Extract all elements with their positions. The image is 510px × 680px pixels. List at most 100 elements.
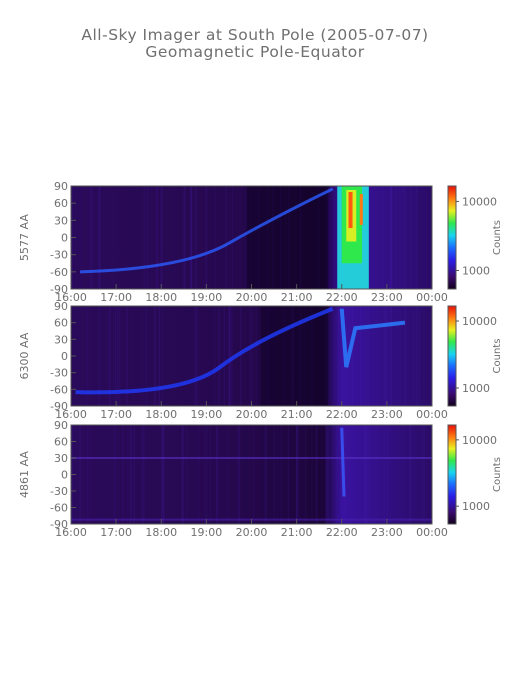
y-tick-label: -90: [50, 518, 68, 531]
heatmap-streak: [147, 186, 149, 289]
x-tick-label: 20:00: [236, 408, 268, 421]
heatmap-arc: [75, 306, 334, 395]
heatmap-streak: [360, 306, 362, 406]
heatmap-streak: [395, 306, 396, 406]
x-tick-label: 23:00: [371, 526, 403, 539]
heatmap-streak: [190, 186, 192, 289]
x-tick-label: 17:00: [100, 526, 132, 539]
x-tick-label: 21:00: [281, 291, 313, 304]
heatmap-streak: [115, 306, 116, 406]
heatmap-streak: [383, 306, 386, 406]
heatmap-streak: [389, 186, 392, 289]
heatmap-peak-red: [359, 194, 363, 225]
heatmap-streak: [361, 306, 363, 406]
heatmap-streak: [99, 186, 101, 289]
heatmap-streak: [305, 425, 307, 524]
heatmap-streak: [370, 425, 371, 524]
heatmap-streak: [115, 306, 116, 406]
heatmap-arc: [340, 427, 346, 497]
heatmap-streak: [206, 186, 208, 289]
heatmap-streak: [395, 186, 397, 289]
heatmap-streak: [387, 186, 389, 289]
heatmap-streak: [360, 306, 362, 406]
heatmap-streak: [415, 186, 418, 289]
y-tick-label: 90: [54, 419, 68, 432]
heatmap-streak: [413, 306, 416, 406]
heatmap-background: [71, 425, 432, 524]
heatmap-streak: [298, 306, 300, 406]
heatmap-streak: [374, 425, 376, 524]
heatmap-streak: [214, 306, 216, 406]
heatmap-streak: [110, 306, 111, 406]
heatmap-streak: [303, 425, 305, 524]
heatmap-streak: [249, 306, 251, 406]
heatmap-streak: [330, 306, 332, 406]
heatmap-streak: [126, 306, 128, 406]
colorbar: [448, 425, 456, 524]
heatmap-streak: [280, 425, 283, 524]
y-tick-label: 30: [54, 214, 68, 227]
heatmap-streak: [286, 306, 288, 406]
x-tick-label: 20:00: [236, 291, 268, 304]
x-tick-label: 22:00: [326, 291, 358, 304]
heatmap-streak: [156, 186, 159, 289]
heatmap-streak: [364, 425, 366, 524]
y-tick-label: -60: [50, 502, 68, 515]
heatmap-streak: [114, 425, 116, 524]
heatmap-streak: [126, 425, 128, 524]
x-tick-label: 00:00: [416, 526, 448, 539]
heatmap-streak: [145, 306, 147, 406]
heatmap-streak: [161, 306, 163, 406]
heatmap-streak: [216, 425, 218, 524]
heatmap-dark-region: [246, 186, 329, 289]
chart-title: All-Sky Imager at South Pole (2005-07-07…: [81, 26, 429, 44]
heatmap-streak: [132, 306, 134, 406]
heatmap-streak: [228, 306, 231, 406]
heatmap-streak: [75, 425, 78, 524]
heatmap-streak: [230, 306, 233, 406]
heatmap-streak: [158, 306, 160, 406]
heatmap-streak: [374, 425, 376, 524]
y-axis-label: 4861 AA: [18, 451, 31, 498]
heatmap-streak: [384, 425, 386, 524]
heatmap-streak: [410, 186, 412, 289]
heatmap-streak: [183, 186, 186, 289]
heatmap-streak: [214, 306, 215, 406]
heatmap-streak: [403, 306, 405, 406]
colorbar-tick-label: 1000: [462, 264, 490, 277]
heatmap-streak: [98, 186, 100, 289]
heatmap-streak: [387, 306, 389, 406]
heatmap-streak: [194, 306, 197, 406]
heatmap-streak: [404, 186, 406, 289]
heatmap-streak: [119, 306, 121, 406]
heatmap-streak: [352, 425, 355, 524]
colorbar-tick-label: 1000: [462, 382, 490, 395]
y-tick-label: 90: [54, 180, 68, 193]
heatmap-streak: [292, 306, 295, 406]
heatmap-streak: [237, 425, 240, 524]
heatmap-arc: [79, 187, 334, 274]
y-tick-label: 0: [61, 350, 68, 363]
heatmap-streak: [155, 186, 158, 289]
heatmap-streak: [89, 186, 92, 289]
colorbar-label: Counts: [492, 339, 503, 374]
heatmap-streak: [423, 306, 425, 406]
heatmap-streak: [160, 186, 163, 289]
x-tick-label: 18:00: [145, 291, 177, 304]
x-tick-label: 22:00: [326, 526, 358, 539]
heatmap-streak: [144, 186, 146, 289]
x-tick-label: 18:00: [145, 408, 177, 421]
heatmap-streak: [205, 186, 207, 289]
heatmap-streak: [415, 306, 418, 406]
y-tick-label: 60: [54, 436, 68, 449]
heatmap-streak: [383, 425, 386, 524]
x-tick-label: 16:00: [55, 408, 87, 421]
heatmap-streak: [220, 306, 221, 406]
heatmap-streak: [336, 425, 338, 524]
heatmap-streak: [274, 425, 276, 524]
heatmap-streak: [364, 425, 366, 524]
heatmap-streak: [292, 306, 294, 406]
colorbar-frame: [447, 424, 457, 525]
heatmap-streak: [108, 306, 111, 406]
